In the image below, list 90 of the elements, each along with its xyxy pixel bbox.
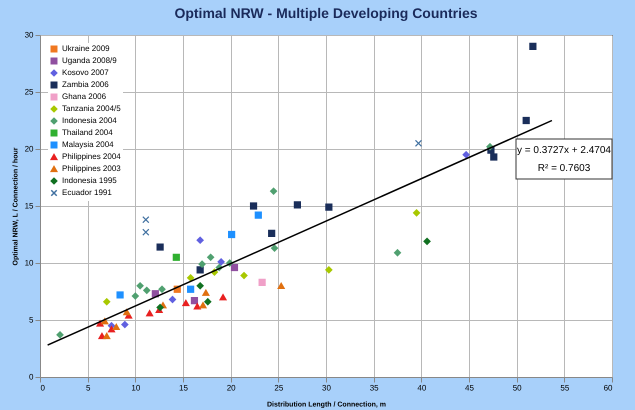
annotation: y = 0.3727x + 2.4704 bbox=[517, 145, 612, 156]
point bbox=[423, 238, 431, 245]
point bbox=[414, 140, 422, 147]
y-tick-label: 5 bbox=[29, 316, 34, 324]
x-tick-label: 0 bbox=[40, 384, 46, 392]
legend-label: Uganda 2008/9 bbox=[62, 56, 118, 65]
point bbox=[204, 298, 212, 306]
legend-label: Indonesia 1995 bbox=[62, 176, 118, 185]
point bbox=[196, 266, 204, 274]
point bbox=[108, 326, 116, 332]
point bbox=[142, 228, 150, 236]
x-tick-label: 50 bbox=[512, 384, 522, 392]
point bbox=[103, 298, 110, 306]
point bbox=[132, 292, 139, 300]
y-tick-label: 10 bbox=[24, 258, 34, 268]
point bbox=[270, 244, 278, 252]
chart-title: Optimal NRW - Multiple Developing Countries bbox=[174, 5, 478, 21]
point bbox=[258, 278, 266, 286]
x-tick-label: 5 bbox=[86, 384, 91, 392]
point bbox=[156, 243, 164, 251]
point bbox=[196, 236, 204, 244]
y-tick-label: 15 bbox=[24, 202, 34, 210]
point bbox=[250, 202, 258, 210]
x-tick-label: 60 bbox=[604, 384, 614, 392]
point bbox=[270, 188, 278, 195]
point bbox=[240, 272, 248, 280]
point bbox=[218, 258, 225, 266]
point bbox=[101, 318, 108, 324]
point bbox=[529, 42, 536, 50]
point bbox=[202, 289, 210, 296]
legend-label: Thailand 2004 bbox=[62, 128, 114, 137]
point bbox=[230, 264, 238, 272]
x-tick-label: 35 bbox=[370, 384, 380, 392]
point bbox=[146, 310, 154, 316]
x-tick-label: 25 bbox=[274, 384, 284, 392]
point bbox=[199, 302, 207, 308]
point bbox=[172, 254, 180, 261]
x-tick-label: 55 bbox=[560, 384, 570, 392]
y-tick-label: 0 bbox=[29, 372, 34, 382]
point bbox=[103, 332, 110, 340]
legend-label: Philippines 2004 bbox=[62, 152, 122, 161]
legend-label: Philippines 2003 bbox=[62, 164, 122, 173]
x-tick-label: 10 bbox=[131, 384, 141, 392]
point bbox=[112, 324, 120, 330]
x-tick-label: 45 bbox=[465, 384, 474, 392]
point bbox=[121, 320, 128, 328]
legend-label: Indonesia 2004 bbox=[62, 116, 118, 125]
point bbox=[168, 296, 176, 304]
point bbox=[462, 151, 470, 158]
point bbox=[490, 153, 498, 161]
point bbox=[158, 286, 166, 293]
legend-label: Zambia 2006 bbox=[62, 80, 110, 89]
point bbox=[325, 266, 332, 274]
y-tick-label: 30 bbox=[24, 30, 34, 40]
point bbox=[182, 300, 190, 306]
point bbox=[198, 260, 206, 268]
point bbox=[187, 274, 194, 282]
point bbox=[394, 249, 402, 256]
legend-label: Ecuador 1991 bbox=[62, 188, 112, 197]
x-tick-label: 40 bbox=[417, 384, 427, 392]
y-tick-label: 20 bbox=[24, 144, 34, 154]
legend-label: Ghana 2006 bbox=[62, 92, 107, 101]
point bbox=[56, 331, 64, 338]
legend-label: Kosovo 2007 bbox=[62, 68, 110, 77]
annotation: R² = 0.7603 bbox=[538, 163, 591, 174]
x-tick-label: 15 bbox=[179, 384, 188, 392]
point bbox=[142, 216, 150, 224]
point bbox=[116, 291, 124, 299]
point bbox=[268, 230, 276, 237]
y-tick-label: 25 bbox=[24, 88, 34, 96]
point bbox=[207, 254, 214, 261]
point bbox=[136, 282, 144, 290]
point bbox=[325, 204, 332, 211]
point bbox=[294, 201, 301, 208]
x-tick-label: 30 bbox=[322, 384, 332, 392]
point bbox=[412, 209, 420, 216]
point bbox=[522, 116, 530, 124]
point bbox=[219, 294, 227, 300]
point bbox=[196, 282, 204, 290]
point bbox=[187, 286, 194, 293]
point bbox=[254, 212, 262, 219]
legend-label: Malaysia 2004 bbox=[62, 140, 114, 149]
point bbox=[278, 282, 285, 289]
x-tick-label: 20 bbox=[226, 384, 236, 392]
point bbox=[190, 297, 198, 304]
legend-label: Ukraine 2009 bbox=[62, 44, 110, 53]
point bbox=[228, 230, 236, 238]
point bbox=[143, 286, 150, 294]
legend-label: Tanzania 2004/5 bbox=[62, 104, 122, 113]
point bbox=[194, 303, 201, 310]
